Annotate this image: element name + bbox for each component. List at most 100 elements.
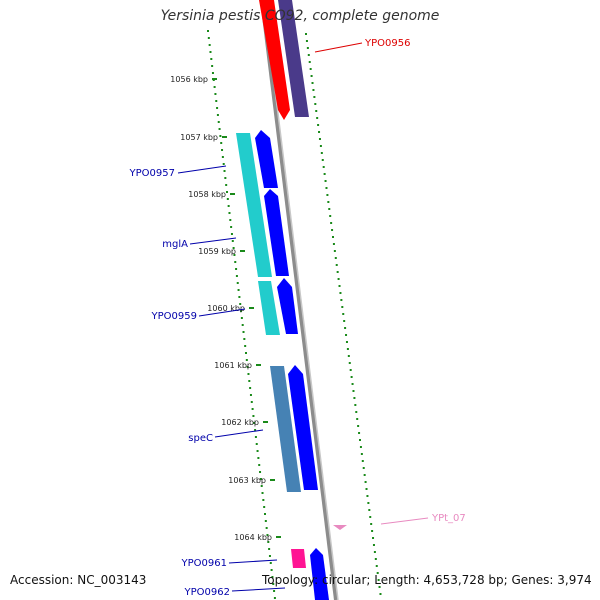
gc-dot (345, 334, 348, 336)
gc-dot (313, 96, 316, 98)
gc-dot (244, 345, 247, 347)
gc-dot (314, 103, 317, 105)
gc-dot (306, 47, 309, 49)
feature-track (236, 0, 347, 600)
gc-dot (318, 131, 321, 133)
cds-mgla[interactable] (264, 189, 289, 276)
gc-dot (305, 33, 307, 35)
gene-label-mgla[interactable]: mglA (162, 239, 188, 250)
tick-label: 1060 kbp (207, 304, 245, 313)
gc-dot (377, 579, 380, 581)
gc-dot (339, 292, 342, 294)
gc-dot (252, 415, 255, 417)
gc-dot (269, 562, 272, 564)
gc-dot (273, 590, 276, 592)
gc-dot (335, 264, 338, 266)
gene-label-leader (380, 517, 429, 525)
gene-label-ypo0956[interactable]: YPO0956 (364, 38, 410, 49)
gc-dot (214, 93, 217, 95)
gc-dot (344, 327, 347, 329)
gc-dot (371, 530, 374, 532)
gc-dot (225, 184, 228, 186)
gc-dot (256, 450, 259, 452)
cds-ypo0959[interactable] (277, 278, 298, 334)
gc-dot (357, 425, 360, 427)
gc-dot (273, 597, 276, 599)
gc-dot (367, 502, 370, 504)
gc-dot (210, 58, 213, 60)
tick-label: 1058 kbp (188, 190, 226, 199)
gc-dot (257, 457, 260, 459)
gc-dot (231, 240, 234, 242)
gc-dot (378, 586, 381, 588)
gc-dot (249, 394, 252, 396)
gene-label-ypt_07[interactable]: YPt_07 (431, 513, 466, 524)
gc-dot (265, 527, 268, 529)
gene-label-ypo0959[interactable]: YPO0959 (151, 311, 197, 322)
gc-dot (365, 488, 368, 490)
gc-dot (368, 509, 371, 511)
gc-dot (230, 226, 233, 228)
cds-ypo0956[interactable] (259, 0, 290, 120)
gc-dot (363, 474, 366, 476)
gc-dot (327, 201, 330, 203)
cds-spec-steel[interactable] (270, 366, 301, 492)
tick-label: 1057 kbp (180, 133, 218, 142)
cds-ypo0957[interactable] (236, 133, 272, 277)
gene-label-ypo0962[interactable]: YPO0962 (184, 587, 230, 598)
gc-dot (328, 208, 331, 210)
cds-ypo0962[interactable] (310, 548, 329, 600)
gc-dot (241, 324, 244, 326)
gene-label-spec[interactable]: speC (188, 433, 213, 444)
gc-dot (271, 576, 274, 578)
gene-label-leader (214, 429, 264, 438)
gc-dot (255, 443, 258, 445)
gc-dot (342, 313, 345, 315)
cds-ypo0961[interactable] (291, 549, 306, 568)
gc-dot (258, 464, 261, 466)
gc-dot (261, 492, 264, 494)
gc-dot (234, 261, 237, 263)
gc-dot (370, 523, 373, 525)
gc-dot (312, 89, 315, 91)
gc-dot (240, 310, 243, 312)
gc-dot (361, 460, 364, 462)
gene-label-ypo0961[interactable]: YPO0961 (181, 558, 227, 569)
gc-dot (351, 383, 354, 385)
gc-dot (317, 124, 320, 126)
gc-dot (356, 418, 359, 420)
gc-dot (332, 243, 335, 245)
gc-dot (355, 411, 358, 413)
trna-ypt07[interactable] (333, 525, 347, 530)
gc-dot (375, 565, 378, 567)
map-title: Yersinia pestis CO92, complete genome (160, 8, 440, 24)
gc-dot (325, 187, 328, 189)
gc-dot (343, 320, 346, 322)
gene-labels: YPO0956 YPO0957 mglA YPO0959 speC YPt_07 YPO09… (129, 38, 466, 598)
gc-dot (244, 352, 247, 354)
gc-dot (225, 191, 228, 193)
gc-dot (350, 376, 353, 378)
gc-dot (217, 121, 220, 123)
cds-spec[interactable] (288, 365, 318, 490)
gc-dot (329, 215, 332, 217)
gene-label-leader (177, 165, 227, 174)
gc-dot (354, 404, 357, 406)
cds-forward-1[interactable] (255, 130, 278, 188)
gc-dot (267, 541, 270, 543)
cds-cyan-2[interactable] (258, 281, 280, 335)
gc-dot (336, 271, 339, 273)
gc-dot (341, 306, 344, 308)
gc-dot (235, 268, 238, 270)
gc-content-track (207, 30, 382, 599)
gc-dot (326, 194, 329, 196)
gc-dot (318, 138, 321, 140)
gene-label-leader (231, 587, 286, 592)
gc-dot (264, 520, 267, 522)
cds-purple-top[interactable] (278, 0, 309, 117)
gene-label-ypo0957[interactable]: YPO0957 (129, 168, 175, 179)
gc-dot (374, 558, 377, 560)
gc-dot (362, 467, 365, 469)
genome-summary: Topology: circular; Length: 4,653,728 bp… (262, 573, 592, 587)
gc-dot (254, 436, 257, 438)
